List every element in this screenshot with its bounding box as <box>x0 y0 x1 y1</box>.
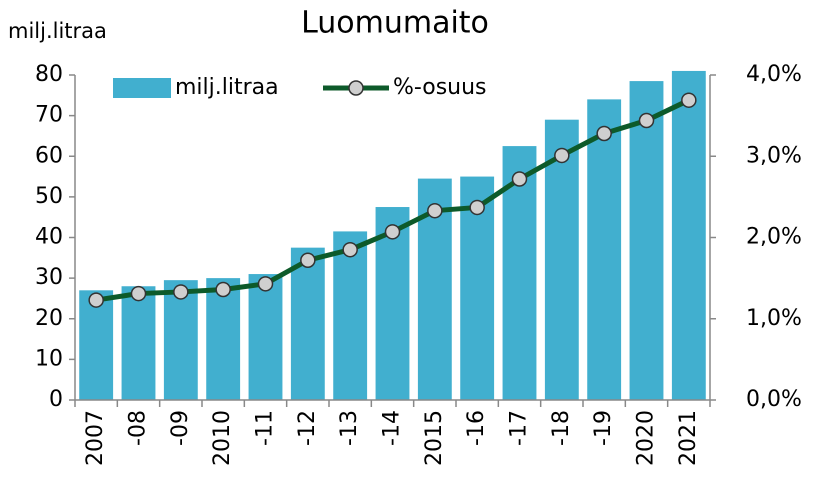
y-tick-label: 0 <box>49 387 63 412</box>
x-tick-label: -13 <box>337 410 362 446</box>
bar <box>248 274 283 400</box>
legend-label: milj.litraa <box>175 75 279 100</box>
y2-tick-label: 4,0% <box>746 62 802 87</box>
line-marker <box>257 276 274 292</box>
legend-swatch <box>113 78 171 98</box>
line-marker <box>469 199 485 216</box>
bar <box>206 278 241 400</box>
x-tick-label: 2010 <box>210 410 235 466</box>
bar <box>671 70 706 400</box>
x-tick-label: 2007 <box>83 410 108 466</box>
x-tick-label: 2021 <box>676 410 701 466</box>
y2-tick-label: 0,0% <box>746 387 802 412</box>
y2-tick-label: 3,0% <box>746 143 802 168</box>
line-marker <box>173 284 189 300</box>
bar <box>79 290 114 400</box>
line-marker <box>681 92 697 108</box>
line-marker <box>130 285 147 302</box>
chart-title: Luomumaito <box>301 6 489 41</box>
x-tick-label: -14 <box>380 410 405 446</box>
line-marker <box>511 171 528 187</box>
x-tick-label: 2015 <box>422 410 447 466</box>
x-tick-label: -17 <box>507 410 532 446</box>
y2-tick-label: 2,0% <box>746 225 802 250</box>
x-tick-label: -18 <box>549 410 574 446</box>
x-tick-label: -09 <box>168 410 193 446</box>
y-tick-label: 40 <box>35 225 63 250</box>
y-tick-label: 70 <box>35 103 63 128</box>
y-tick-label: 60 <box>35 143 63 168</box>
bar <box>163 280 198 400</box>
x-tick-label: -16 <box>464 410 489 446</box>
x-tick-label: 2020 <box>634 410 659 466</box>
x-tick-label: -19 <box>591 410 616 446</box>
x-tick-label: -08 <box>126 410 151 446</box>
line-marker <box>384 224 401 240</box>
line-marker <box>88 292 104 308</box>
bar <box>290 247 325 400</box>
y-tick-label: 10 <box>35 346 63 371</box>
y-tick-label: 20 <box>35 306 63 331</box>
bar <box>587 99 622 400</box>
line-marker <box>596 125 612 142</box>
bar <box>544 119 579 400</box>
legend-marker <box>348 80 364 96</box>
bar <box>333 231 368 400</box>
line-marker <box>554 147 570 164</box>
line-marker <box>638 112 655 129</box>
x-tick-label: -12 <box>295 410 320 446</box>
line-marker <box>300 252 316 268</box>
line-marker <box>427 202 443 219</box>
y-tick-label: 30 <box>35 265 63 290</box>
y-tick-label: 50 <box>35 184 63 209</box>
legend-label: %-osuus <box>393 75 487 100</box>
y2-tick-label: 1,0% <box>746 306 802 331</box>
bar <box>121 286 156 400</box>
y-tick-label: 80 <box>35 62 63 87</box>
y-axis-title: milj.litraa <box>8 19 107 43</box>
line-marker <box>215 281 231 298</box>
x-tick-label: -11 <box>253 410 278 446</box>
bar <box>629 81 664 400</box>
line-marker <box>342 241 358 258</box>
